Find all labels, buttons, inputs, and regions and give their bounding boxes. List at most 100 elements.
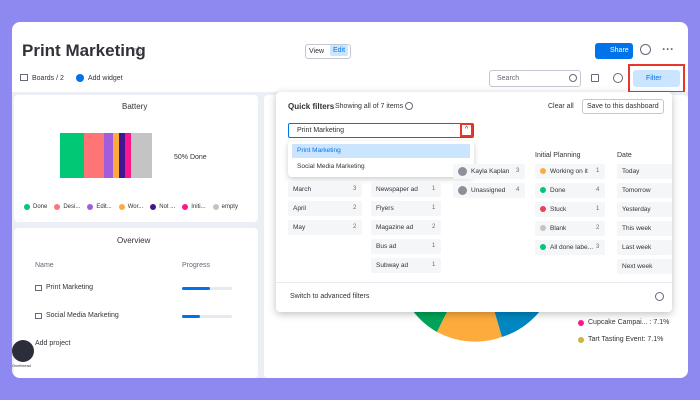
chat-icon[interactable] [640,44,651,55]
board-select[interactable] [288,123,474,138]
legend-label: Not ... [159,204,176,210]
widget-title: Overview [117,236,151,245]
filter-chip[interactable] [371,239,441,254]
filter-chip[interactable] [617,259,672,274]
chip-count: 2 [353,205,357,211]
chip-count: 4 [596,187,600,193]
chip-label: Last week [622,244,652,251]
legend-label: empty [221,204,238,210]
filter-chip[interactable] [371,182,441,197]
edit-button[interactable]: Edit [330,45,349,56]
search-icon [569,74,577,82]
legend-item: Initi... [182,204,206,210]
battery-legend: Done Desi... Edit... Wor... Not ... Initi... e… [24,204,238,210]
battery-segment [119,133,125,178]
chat-icon[interactable] [655,292,664,301]
filter-button[interactable] [633,70,680,87]
filter-status: Showing all of 7 items [335,103,404,110]
battery-summary: 50% Done [174,154,207,161]
clear-all[interactable]: Clear all [548,103,574,110]
chip-label: Today [622,168,640,175]
filter-chip[interactable] [453,183,525,198]
project-name[interactable]: Print Marketing [46,284,94,291]
filter-chip[interactable] [617,183,672,198]
divider [276,282,672,283]
chip-label: Bus ad [376,243,397,250]
chip-label: Working on it [550,168,588,175]
save-icon[interactable] [591,74,599,82]
filter-chip[interactable] [535,240,605,255]
chip-label: Flyers [376,205,394,212]
legend-item: Done [24,204,47,210]
filter-chip[interactable] [535,202,605,217]
panel-title: Quick filters [288,102,335,111]
chip-label: Done [550,187,566,194]
legend-label: Wor... [127,204,144,210]
chevron-highlight[interactable]: ^ [460,123,473,137]
search-box[interactable] [489,70,581,87]
overview-widget [14,228,258,378]
chip-count: 3 [353,186,357,192]
legend-item: Wor... [118,204,144,210]
column-header: Progress [182,262,211,269]
boards-link[interactable]: Boards / 2 [32,75,64,82]
filter-chip[interactable] [371,201,441,216]
filter-chip[interactable] [617,221,672,236]
advanced-filters[interactable]: Switch to advanced filters [290,293,370,300]
chip-label: Yesterday [622,206,651,213]
save-button[interactable]: Save to this dashboard [582,99,664,114]
add-widget[interactable]: Add widget [88,75,123,82]
chip-count: 1 [432,205,436,211]
filter-chip[interactable] [617,240,672,255]
dropdown-option[interactable]: Print Marketing [297,147,341,154]
board-title: Print Marketing [22,41,146,60]
avatar [458,186,467,195]
add-project[interactable]: Add project [35,340,71,347]
chip-count: 2 [432,224,436,230]
legend-dot [578,337,584,343]
legend-label: Done [33,204,48,210]
battery-segment [104,133,113,178]
more-icon[interactable]: ··· [662,42,674,56]
battery-segment [125,133,131,178]
chip-label: Magazine ad [376,224,414,231]
filter-chip[interactable] [535,183,605,198]
chip-label: Unassigned [471,187,506,194]
chip-label: Next week [622,263,653,270]
pie-legend-label: Tart Tasting Event: 7.1% [588,336,664,343]
legend-item: Not ... [150,204,175,210]
dropdown-option[interactable]: Social Media Marketing [297,163,365,170]
avatar [458,167,467,176]
filter-chip[interactable] [288,201,362,216]
legend-item: Edit... [87,204,112,210]
legend-label: Desi... [63,204,81,210]
chip-count: 3 [516,168,520,174]
filter-chip[interactable] [288,220,362,235]
filter-chip[interactable] [617,164,672,179]
filter-label: Filter [646,75,662,82]
filter-chip[interactable] [617,202,672,217]
chip-count: 3 [596,244,600,250]
view-button[interactable]: View [309,48,325,55]
filter-chip[interactable] [371,220,441,235]
filter-chip[interactable] [535,164,605,179]
chip-count: 1 [432,243,436,249]
board-icon [35,313,42,319]
progress-fill [182,315,200,318]
battery-segment [84,133,104,178]
filter-chip[interactable] [288,182,362,197]
filter-chip[interactable] [535,221,605,236]
share-button[interactable]: Share [595,43,633,59]
legend-item: empty [212,204,238,210]
project-name[interactable]: Social Media Marketing [46,312,119,319]
add-icon [76,74,84,82]
star-icon[interactable]: ☆ [133,43,144,57]
pie-legend-label: Cupcake Campai... : 7.1% [588,319,670,326]
chip-label: April [293,205,307,212]
battery-bar [60,133,152,178]
help-icon[interactable] [405,102,413,110]
filter-chip[interactable] [371,258,441,273]
option-highlight [292,144,470,158]
person-icon[interactable] [613,73,623,83]
filter-chip[interactable] [453,164,525,179]
